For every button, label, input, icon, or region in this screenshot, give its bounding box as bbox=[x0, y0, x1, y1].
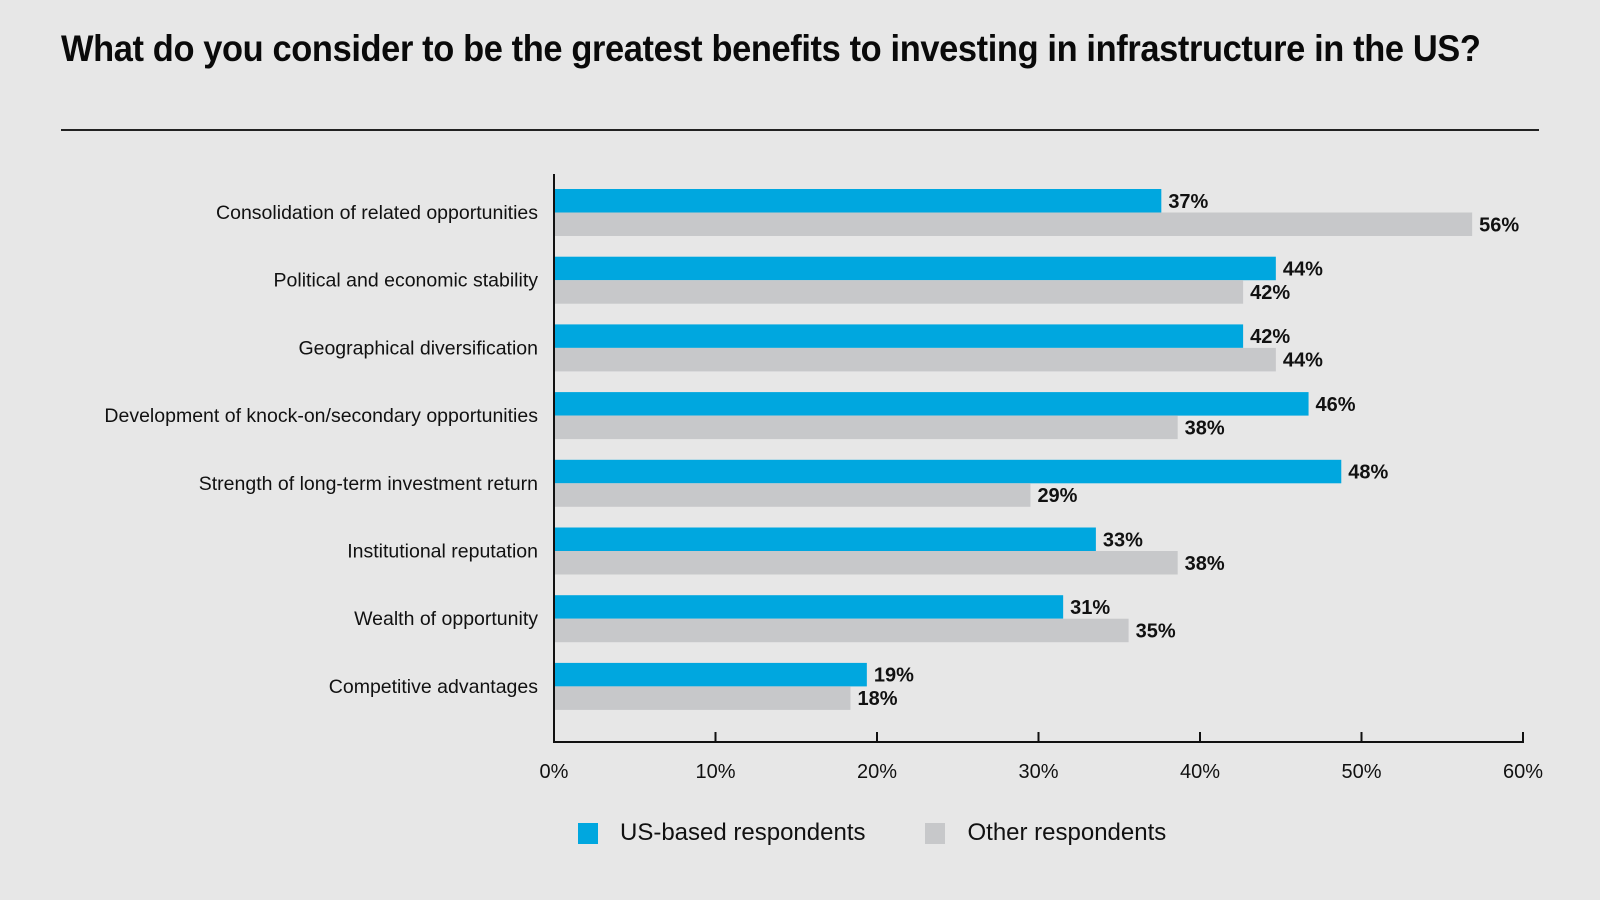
value-label-other: 44% bbox=[1283, 350, 1323, 372]
bar-other bbox=[554, 415, 1178, 440]
bar-other bbox=[554, 686, 851, 710]
x-tick-label: 40% bbox=[1180, 761, 1220, 783]
category-label: Strength of long-term investment return bbox=[199, 473, 538, 495]
value-label-other: 29% bbox=[1037, 485, 1077, 507]
legend-item-other: Other respondents bbox=[925, 819, 1166, 847]
legend-swatch-us-based bbox=[578, 822, 598, 844]
legend-label-other: Other respondents bbox=[967, 819, 1167, 846]
bar-us-based bbox=[554, 324, 1244, 348]
value-label-us-based: 44% bbox=[1283, 258, 1323, 280]
bars bbox=[554, 189, 1473, 710]
bar-other bbox=[554, 347, 1276, 372]
bar-other bbox=[554, 212, 1473, 236]
bar-us-based bbox=[554, 662, 867, 687]
bar-us-based bbox=[554, 527, 1096, 551]
legend-swatch-other bbox=[925, 822, 946, 844]
legend: US-based respondents Other respondents bbox=[578, 819, 1226, 847]
title-divider bbox=[61, 129, 1539, 131]
category-label: Institutional reputation bbox=[347, 541, 538, 563]
value-label-other: 42% bbox=[1250, 282, 1290, 304]
value-label-us-based: 37% bbox=[1168, 191, 1208, 213]
bar-other bbox=[554, 280, 1244, 304]
value-label-other: 38% bbox=[1185, 417, 1225, 439]
x-tick-label: 30% bbox=[1018, 761, 1058, 783]
x-tick-label: 10% bbox=[695, 761, 735, 783]
bar-us-based bbox=[554, 256, 1276, 281]
legend-label-us-based: US-based respondents bbox=[620, 819, 866, 846]
bar-other bbox=[554, 618, 1129, 643]
value-label-us-based: 33% bbox=[1103, 529, 1143, 551]
value-label-other: 56% bbox=[1479, 214, 1519, 236]
x-ticks: 0% 10% 20% 30% 40% 50% 60% bbox=[540, 732, 1543, 783]
bar-us-based bbox=[554, 459, 1342, 484]
chart-title: What do you consider to be the greatest … bbox=[61, 28, 1481, 69]
value-label-other: 35% bbox=[1136, 620, 1176, 642]
bar-us-based bbox=[554, 595, 1064, 619]
category-label: Competitive advantages bbox=[329, 676, 538, 698]
bar-other bbox=[554, 551, 1178, 575]
bar-us-based bbox=[554, 189, 1162, 213]
x-tick-label: 0% bbox=[540, 761, 569, 783]
legend-item-us-based: US-based respondents bbox=[578, 819, 865, 847]
bar-other bbox=[554, 483, 1031, 507]
value-label-us-based: 31% bbox=[1070, 597, 1110, 619]
value-label-us-based: 46% bbox=[1316, 394, 1356, 416]
bar-us-based bbox=[554, 392, 1309, 416]
category-label: Political and economic stability bbox=[274, 270, 539, 292]
value-label-us-based: 19% bbox=[874, 665, 914, 687]
category-label: Wealth of opportunity bbox=[354, 608, 538, 630]
category-labels: Consolidation of related opportunities Po… bbox=[104, 202, 538, 698]
x-tick-label: 60% bbox=[1503, 761, 1543, 783]
value-label-other: 38% bbox=[1185, 553, 1225, 575]
category-label: Development of knock-on/secondary opport… bbox=[104, 405, 538, 427]
value-label-us-based: 42% bbox=[1250, 326, 1290, 348]
value-label-us-based: 48% bbox=[1348, 462, 1388, 484]
category-label: Geographical diversification bbox=[298, 337, 538, 359]
value-labels: 37%56%44%42%42%44%46%38%48%29%33%38%31%3… bbox=[857, 191, 1519, 710]
category-label: Consolidation of related opportunities bbox=[216, 202, 538, 224]
x-tick-label: 50% bbox=[1341, 761, 1381, 783]
x-tick-label: 20% bbox=[857, 761, 897, 783]
value-label-other: 18% bbox=[857, 688, 897, 710]
